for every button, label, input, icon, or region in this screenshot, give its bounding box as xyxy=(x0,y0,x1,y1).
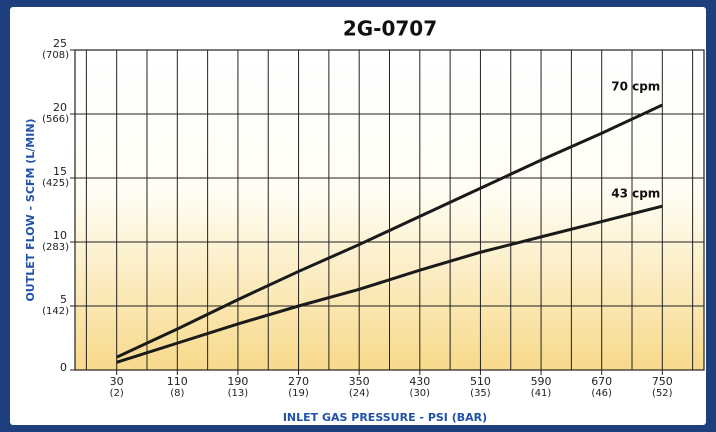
line xyxy=(116,103,663,359)
y-tick-sublabel: (566) xyxy=(42,114,69,125)
x-tick-label: 430 xyxy=(409,375,430,388)
x-tick-label: 510 xyxy=(470,375,491,388)
x-axis-label: INLET GAS PRESSURE - PSI (BAR) xyxy=(283,411,487,424)
series-label: 43 cpm xyxy=(611,187,660,201)
x-tick-sublabel: (41) xyxy=(531,388,552,399)
x-tick-label: 750 xyxy=(652,375,673,388)
x-tick-sublabel: (46) xyxy=(591,388,612,399)
x-tick-label: 30 xyxy=(110,375,124,388)
chart-title: 2G-0707 xyxy=(343,17,437,41)
plot-border xyxy=(74,49,705,371)
x-tick-label: 190 xyxy=(227,375,248,388)
x-tick-label: 350 xyxy=(349,375,370,388)
x-tick-label: 590 xyxy=(531,375,552,388)
y-tick-label: 20 xyxy=(53,101,67,114)
x-tick-label: 270 xyxy=(288,375,309,388)
y-tick-label: 25 xyxy=(53,37,67,50)
series-label: 70 cpm xyxy=(611,80,660,94)
y-tick-sublabel: (708) xyxy=(42,50,69,61)
y-tick-label: 5 xyxy=(60,293,67,306)
y-tick-label: 10 xyxy=(53,229,67,242)
x-tick-sublabel: (52) xyxy=(652,388,673,399)
x-tick-sublabel: (13) xyxy=(228,388,249,399)
y-tick-label: 15 xyxy=(53,165,67,178)
x-tick-sublabel: (19) xyxy=(288,388,309,399)
y-tick-sublabel: (283) xyxy=(42,242,69,253)
x-tick-sublabel: (30) xyxy=(410,388,431,399)
y-tick-label: 0 xyxy=(60,361,67,374)
y-tick-sublabel: (425) xyxy=(42,178,69,189)
x-tick-sublabel: (8) xyxy=(170,388,184,399)
x-tick-sublabel: (2) xyxy=(110,388,124,399)
x-tick-label: 670 xyxy=(591,375,612,388)
x-tick-label: 110 xyxy=(167,375,188,388)
y-axis-label: OUTLET FLOW - SCFM (L/MIN) xyxy=(24,118,37,301)
y-tick-sublabel: (142) xyxy=(42,306,69,317)
line xyxy=(116,204,663,364)
x-tick-sublabel: (24) xyxy=(349,388,370,399)
x-tick-sublabel: (35) xyxy=(470,388,491,399)
